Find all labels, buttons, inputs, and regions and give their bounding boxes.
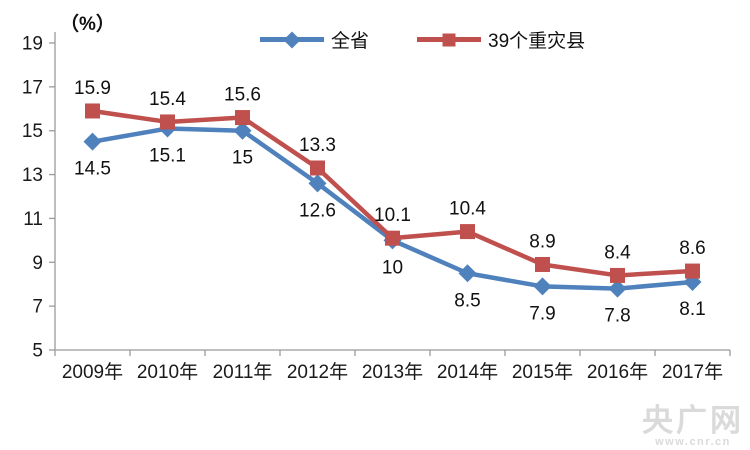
svg-text:2009年: 2009年 (62, 361, 123, 383)
svg-text:7.9: 7.9 (529, 303, 555, 324)
svg-text:2011年: 2011年 (213, 361, 273, 383)
svg-text:2016年: 2016年 (587, 361, 648, 383)
svg-text:12.6: 12.6 (299, 200, 336, 221)
svg-text:8.5: 8.5 (454, 290, 480, 311)
diamond-marker-icon (283, 31, 301, 48)
legend-item-province: 全省 (260, 26, 369, 53)
svg-text:9: 9 (32, 253, 43, 274)
svg-text:8.9: 8.9 (529, 231, 555, 252)
svg-text:15.6: 15.6 (224, 85, 261, 106)
svg-text:2010年: 2010年 (137, 361, 198, 383)
svg-text:14.5: 14.5 (74, 159, 111, 180)
svg-text:2014年: 2014年 (437, 361, 498, 383)
svg-text:13: 13 (22, 165, 43, 186)
svg-text:13.3: 13.3 (299, 135, 336, 156)
svg-text:15: 15 (232, 148, 253, 169)
svg-text:2015年: 2015年 (512, 361, 573, 383)
province-line-swatch (260, 31, 324, 48)
svg-text:19: 19 (22, 34, 43, 55)
svg-text:15.4: 15.4 (149, 89, 186, 110)
svg-text:15: 15 (22, 121, 43, 142)
svg-text:2013年: 2013年 (362, 361, 423, 383)
svg-text:10.4: 10.4 (449, 199, 486, 220)
svg-text:15.1: 15.1 (149, 146, 186, 167)
svg-text:8.4: 8.4 (604, 242, 631, 263)
svg-text:10.1: 10.1 (374, 205, 411, 226)
svg-text:2012年: 2012年 (287, 361, 348, 383)
svg-text:8.1: 8.1 (679, 299, 705, 320)
svg-text:8.6: 8.6 (679, 238, 705, 259)
y-axis-unit-label: （%） (60, 14, 115, 35)
svg-text:15.9: 15.9 (74, 78, 111, 99)
svg-text:17: 17 (22, 77, 43, 98)
watermark: 央广网 www.cnr.cn (642, 405, 744, 448)
legend-label-counties: 39个重灾县 (488, 31, 586, 52)
legend-label-province: 全省 (331, 31, 370, 52)
svg-text:2017年: 2017年 (662, 361, 723, 383)
legend: 全省 39个重灾县 (260, 26, 585, 53)
square-marker-icon (442, 33, 456, 46)
watermark-subtitle: www.cnr.cn (655, 436, 731, 448)
counties-line-swatch (417, 33, 482, 46)
svg-text:10: 10 (382, 257, 403, 278)
svg-text:7: 7 (32, 297, 43, 318)
legend-item-counties: 39个重灾县 (417, 26, 585, 53)
svg-text:5: 5 (32, 341, 43, 362)
watermark-title: 央广网 (642, 403, 744, 438)
svg-text:7.8: 7.8 (604, 306, 630, 327)
svg-text:11: 11 (23, 209, 43, 230)
